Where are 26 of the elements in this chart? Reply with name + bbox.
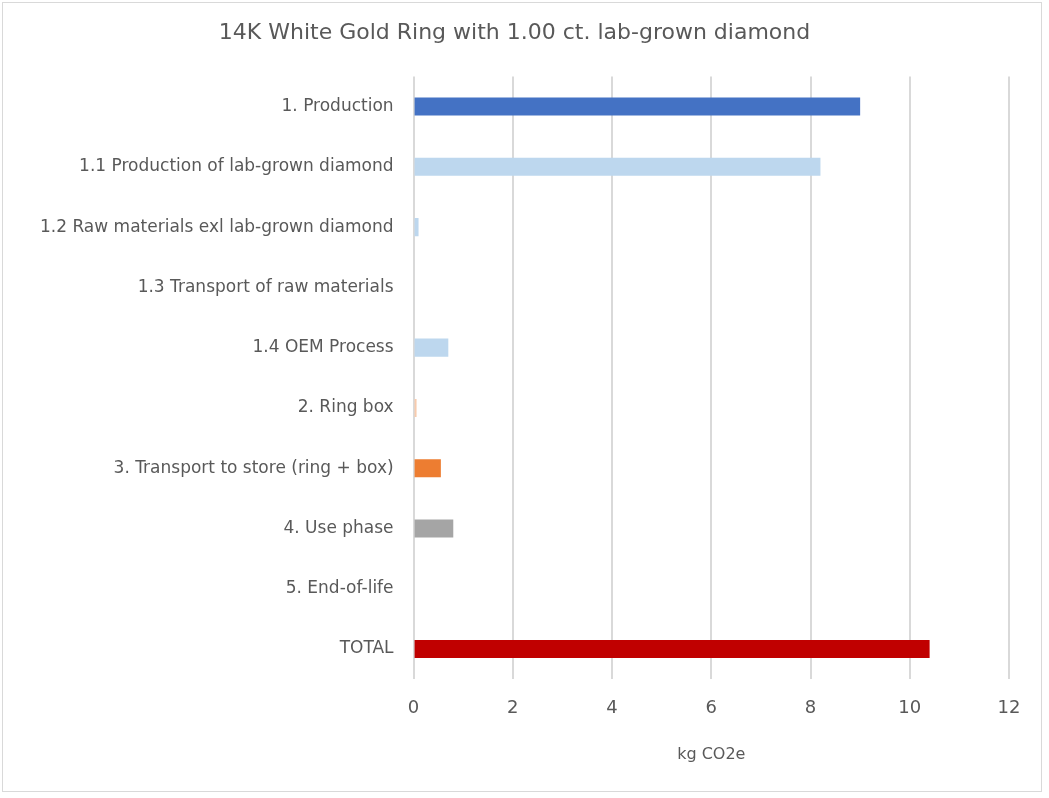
x-tick-label: 10 bbox=[898, 695, 922, 717]
bar bbox=[414, 640, 930, 659]
y-tick-label: 5. End-of-life bbox=[285, 577, 394, 598]
x-tick-label: 0 bbox=[407, 695, 420, 717]
bar bbox=[414, 519, 454, 538]
y-tick-label: 1.3 Transport of raw materials bbox=[137, 275, 394, 296]
y-tick-label: 4. Use phase bbox=[283, 516, 394, 537]
x-tick-label: 2 bbox=[507, 695, 519, 717]
y-tick-label: 1. Production bbox=[281, 94, 394, 115]
x-tick-label: 8 bbox=[804, 695, 817, 717]
x-tick-label: 6 bbox=[705, 695, 718, 717]
x-tick-label: 4 bbox=[606, 695, 618, 717]
x-tick-label: 12 bbox=[997, 695, 1021, 717]
bar bbox=[414, 157, 821, 176]
chart-title: 14K White Gold Ring with 1.00 ct. lab-grown diamond bbox=[218, 18, 811, 44]
bar bbox=[414, 338, 449, 357]
bar bbox=[414, 459, 441, 478]
y-tick-label: TOTAL bbox=[338, 637, 395, 658]
bar bbox=[414, 97, 861, 116]
y-tick-label: 2. Ring box bbox=[297, 396, 394, 417]
y-tick-label: 1.2 Raw materials exl lab-grown diamond bbox=[39, 215, 394, 236]
x-axis-title: kg CO2e bbox=[677, 743, 746, 763]
bar bbox=[414, 218, 419, 237]
y-tick-label: 3. Transport to store (ring + box) bbox=[113, 456, 394, 477]
y-tick-label: 1.1 Production of lab-grown diamond bbox=[79, 155, 394, 176]
y-tick-label: 1.4 OEM Process bbox=[252, 336, 394, 357]
